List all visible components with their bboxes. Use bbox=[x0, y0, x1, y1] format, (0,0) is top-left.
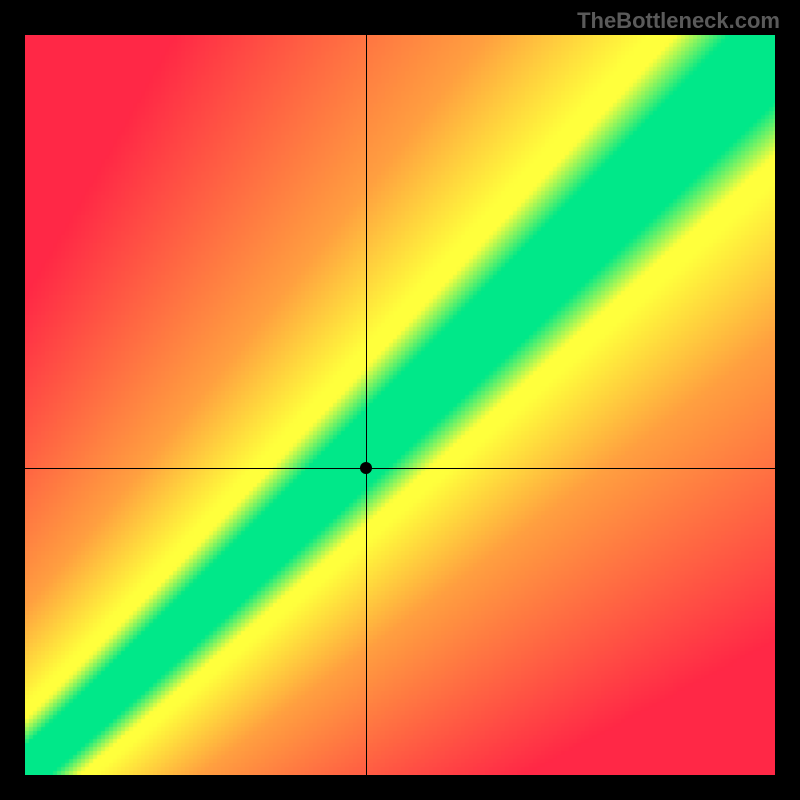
crosshair-horizontal bbox=[25, 468, 775, 469]
heatmap-canvas bbox=[25, 35, 775, 775]
crosshair-vertical bbox=[366, 35, 367, 775]
chart-area bbox=[25, 35, 775, 775]
data-point bbox=[360, 462, 372, 474]
attribution-text: TheBottleneck.com bbox=[577, 8, 780, 34]
chart-container: TheBottleneck.com bbox=[0, 0, 800, 800]
